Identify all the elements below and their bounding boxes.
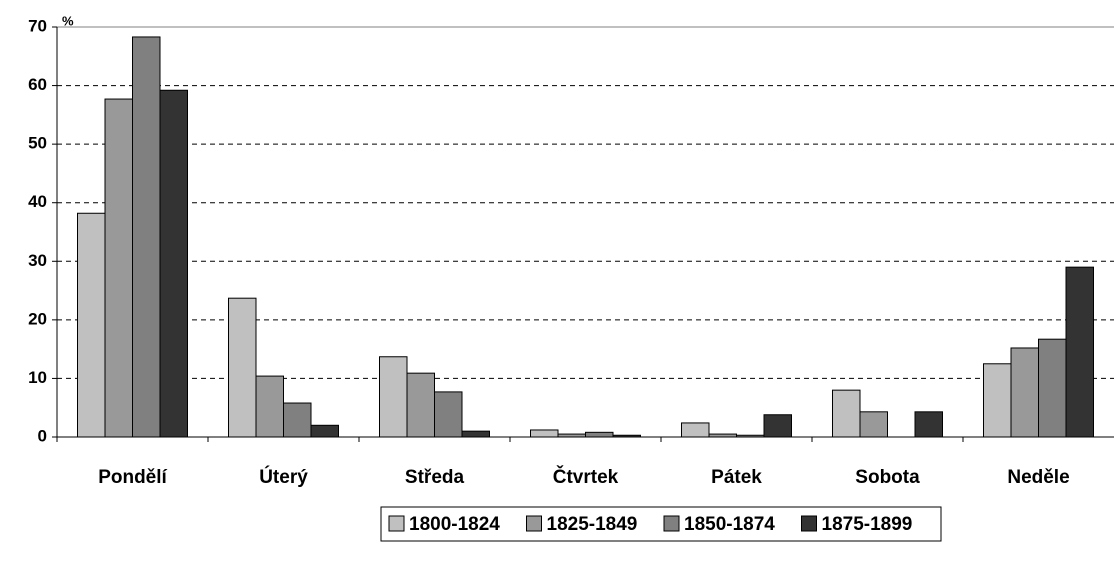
bar	[983, 363, 1012, 438]
legend-box	[380, 506, 942, 542]
bar	[132, 36, 161, 438]
bar	[1038, 338, 1067, 438]
bar	[283, 402, 312, 438]
y-tick-label: 70	[28, 16, 47, 35]
legend-swatch	[801, 515, 817, 532]
x-tick-label: Neděle	[1007, 467, 1069, 488]
bar	[859, 411, 888, 438]
bar	[159, 89, 188, 438]
y-tick-label: 60	[28, 75, 47, 94]
bar	[228, 297, 257, 438]
bar	[310, 424, 339, 438]
x-tick-label: Pondělí	[98, 467, 167, 488]
bar	[406, 372, 435, 438]
bar	[104, 98, 133, 438]
x-tick-label: Pátek	[711, 467, 762, 488]
bar	[1065, 266, 1094, 438]
y-axis-label: %	[62, 13, 74, 28]
y-tick-label: 50	[28, 134, 47, 153]
y-tick-label: 20	[28, 309, 47, 328]
legend-swatch	[388, 515, 405, 532]
x-tick-label: Středa	[405, 467, 465, 488]
legend-label: 1800-1824	[409, 514, 500, 535]
bar	[763, 414, 792, 438]
bar	[585, 431, 614, 438]
bar	[832, 389, 861, 438]
x-tick-label: Úterý	[259, 466, 308, 488]
bar	[1010, 347, 1039, 438]
y-tick-label: 0	[38, 426, 47, 445]
x-tick-label: Sobota	[855, 467, 920, 488]
legend-label: 1850-1874	[684, 514, 775, 535]
bar	[379, 356, 408, 438]
y-tick-label: 10	[28, 368, 47, 387]
legend-label: 1875-1899	[822, 514, 913, 535]
bar	[461, 430, 490, 438]
bar	[530, 429, 559, 438]
bar	[681, 422, 710, 438]
bar	[255, 375, 284, 438]
bar	[77, 212, 106, 438]
legend-swatch	[526, 515, 542, 532]
y-tick-label: 30	[28, 251, 47, 270]
y-tick-label: 40	[28, 192, 47, 211]
bar	[914, 411, 943, 438]
legend-swatch	[663, 515, 680, 532]
bar	[434, 391, 463, 438]
x-tick-label: Čtvrtek	[553, 466, 619, 488]
legend-label: 1825-1849	[547, 514, 638, 535]
